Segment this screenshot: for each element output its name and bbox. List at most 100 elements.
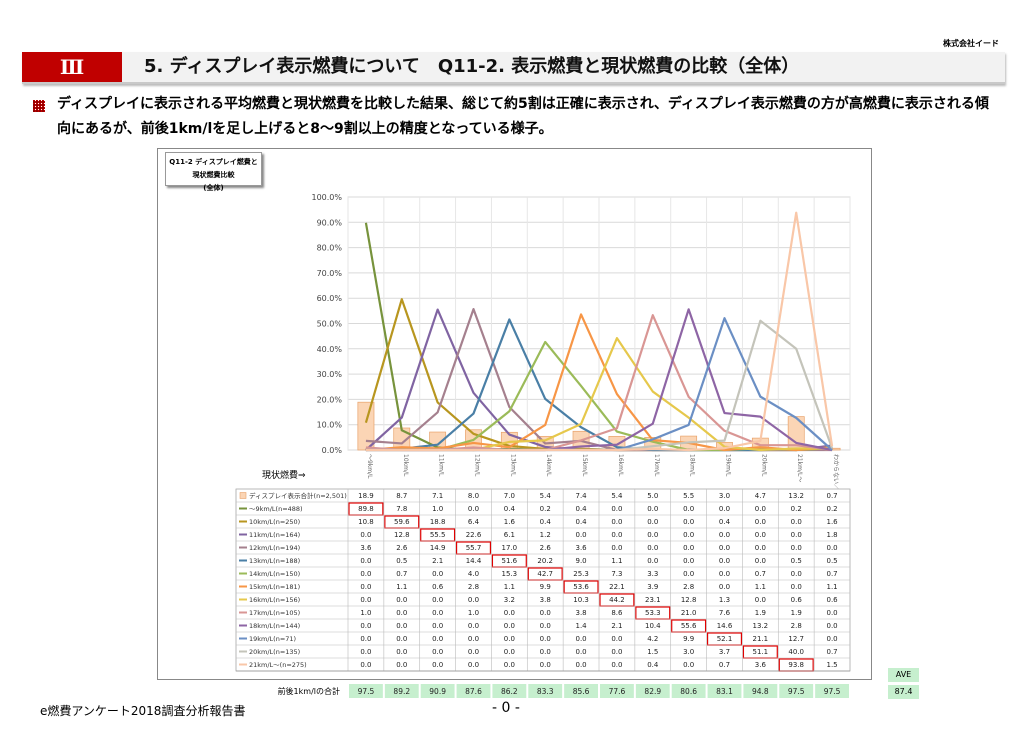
summary-label: 前後1km/lの合計 [278,686,340,696]
table-cell: 0.5 [791,557,802,565]
y-tick-label: 90.0% [317,218,343,227]
table-cell: 0.0 [755,596,766,604]
table-cell: 0.0 [683,570,694,578]
table-cell: 9.0 [576,557,587,565]
table-cell: 0.0 [719,531,730,539]
table-cell: 5.4 [611,492,623,500]
table-cell: 0.4 [576,505,588,513]
summary-cell-bg [492,684,527,698]
table-row-label: 11km/L(n=164) [249,531,300,539]
table-cell: 0.7 [755,570,766,578]
table-cell: 0.0 [647,557,658,565]
table-cell: 0.0 [432,622,443,630]
table-row-label: 21km/L～(n=275) [249,661,307,669]
table-cell: 7.1 [432,492,443,500]
table-cell: 0.0 [719,505,730,513]
table-cell: 3.0 [719,492,730,500]
table-cell: 14.6 [717,622,733,630]
table-cell: 0.0 [755,505,766,513]
table-cell: 1.0 [432,505,443,513]
x-tick-label: 14km/L [545,454,552,477]
table-cell: 8.6 [611,609,623,617]
table-cell: 23.1 [645,596,661,604]
table-cell: 0.0 [827,544,838,552]
table-cell: 2.8 [468,583,479,591]
table-cell: 0.0 [468,622,479,630]
table-cell: 0.0 [611,531,622,539]
table-cell: 0.0 [576,661,587,669]
table-row-label: 14km/L(n=150) [249,570,300,578]
table-cell: 51.1 [753,648,769,656]
x-tick-label: 11km/L [438,454,445,477]
table-cell: 10.8 [358,518,374,526]
table-cell: 22.6 [466,531,482,539]
table-cell: 3.8 [540,596,551,604]
table-cell: 0.0 [396,609,407,617]
summary-cell: 83.1 [716,687,733,696]
table-cell: 0.0 [791,570,802,578]
summary-cell: 97.5 [824,687,841,696]
table-cell: 0.0 [576,648,587,656]
x-tick-label: 20km/L [760,454,767,477]
table-cell: 0.0 [827,635,838,643]
y-tick-label: 30.0% [317,370,343,379]
table-cell: 1.6 [827,518,839,526]
table-cell: 0.4 [719,518,731,526]
x-tick-label: ～9km/L [366,454,373,479]
summary-cell-bg [456,684,491,698]
table-cell: 15.3 [502,570,518,578]
table-cell: 0.7 [827,570,838,578]
x-tick-label: 18km/L [689,454,696,477]
table-cell: 0.0 [504,622,515,630]
table-cell: 7.4 [576,492,588,500]
table-cell: 0.0 [360,596,371,604]
table-cell: 7.0 [504,492,515,500]
table-cell: 0.7 [827,648,838,656]
summary-cell-bg [564,684,598,698]
table-cell: 0.2 [827,505,838,513]
table-cell: 1.3 [719,596,730,604]
table-cell: 8.0 [468,492,479,500]
lead-text: ディスプレイに表示される平均燃費と現状燃費を比較した結果、総じて約5割は正確に表… [57,96,989,137]
table-cell: 3.6 [755,661,767,669]
table-cell: 1.1 [755,583,766,591]
section-number: Ⅲ [22,52,122,82]
table-cell: 89.8 [358,505,374,513]
chart-title-line2: (全体) [203,184,224,192]
table-cell: 3.6 [360,544,372,552]
table-cell: 0.0 [647,544,658,552]
table-cell: 0.0 [468,661,479,669]
table-cell: 53.3 [645,609,661,617]
table-cell: 55.5 [430,531,446,539]
table-cell: 0.0 [719,544,730,552]
table-cell: 0.0 [432,570,443,578]
x-axis-caption: 現状燃費⇒ [262,469,306,481]
table-cell: 0.2 [540,505,551,513]
table-row-label: 17km/L(n=105) [249,609,300,617]
table-row-label: 20km/L(n=135) [249,648,300,656]
table-cell: 0.0 [468,505,479,513]
table-cell: 0.0 [791,531,802,539]
summary-cell-bg [815,684,849,698]
x-tick-label: 15km/L [581,454,588,477]
x-tick-label: わからない／覚え [832,454,840,502]
table-cell: 0.5 [827,557,838,565]
summary-cell: 87.6 [465,687,482,696]
table-cell: 18.9 [358,492,374,500]
table-row-label: 16km/L(n=156) [249,596,300,604]
table-cell: 0.0 [396,622,407,630]
table-cell: 0.7 [396,570,407,578]
table-cell: 0.0 [755,544,766,552]
table-cell: 1.6 [504,518,516,526]
page-title: 5. ディスプレイ表示燃費について Q11-2. 表示燃費と現状燃費の比較（全体… [144,56,800,77]
table-cell: 59.6 [394,518,410,526]
table-cell: 55.7 [466,544,482,552]
table-cell: 0.0 [540,661,551,669]
table-cell: 0.0 [791,583,802,591]
y-tick-label: 70.0% [317,269,343,278]
summary-cell: 97.5 [358,687,375,696]
table-cell: 0.0 [360,531,371,539]
table-cell: 0.0 [647,505,658,513]
table-cell: 0.0 [360,648,371,656]
